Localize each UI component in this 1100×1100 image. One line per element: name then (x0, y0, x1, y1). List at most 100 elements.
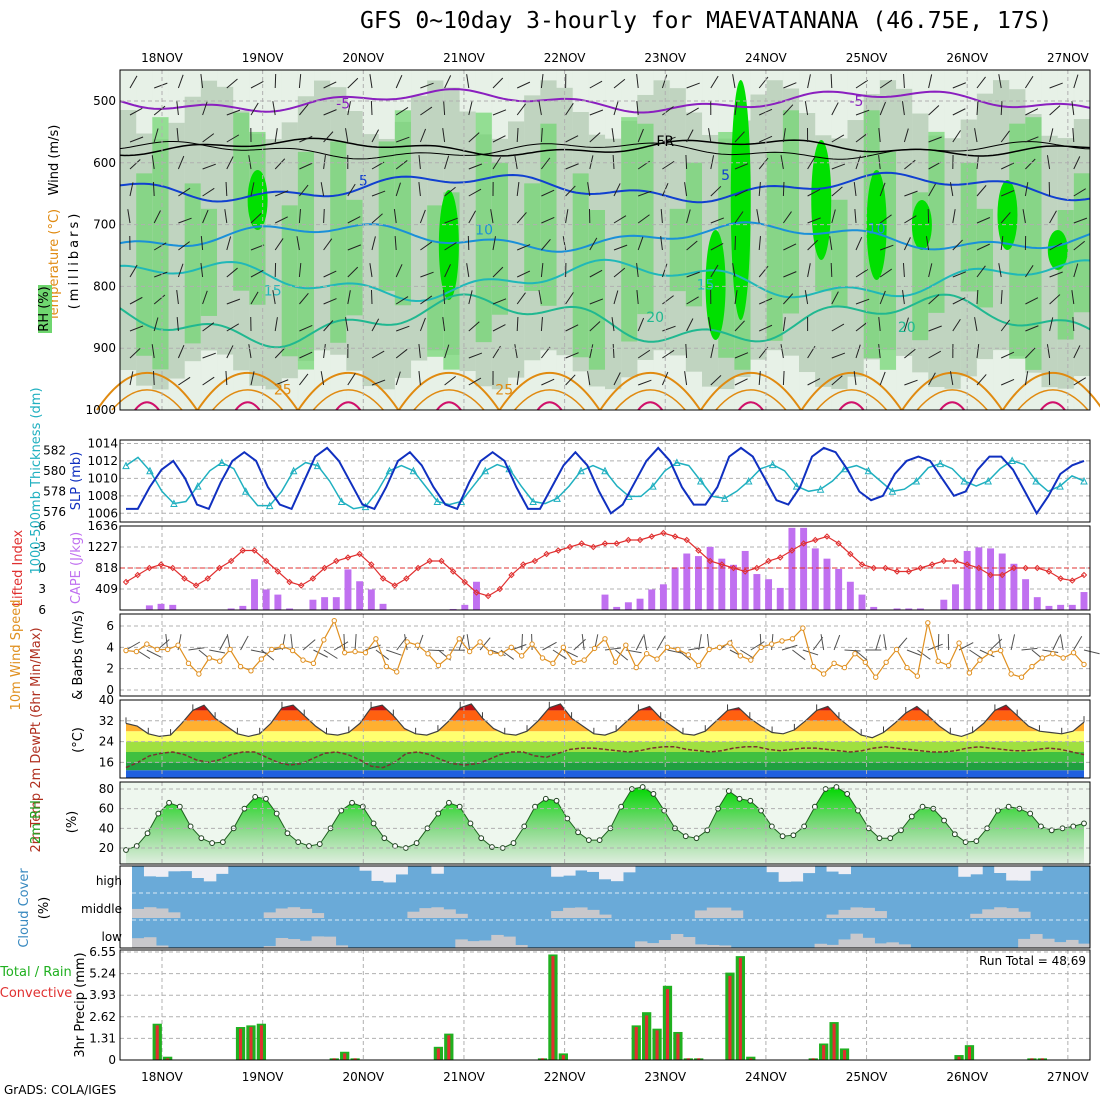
cloud-low-gap (1018, 938, 1031, 948)
wind-barb (275, 379, 289, 386)
wind-barb (831, 291, 839, 305)
panel-frame (119, 525, 1091, 611)
wind-barb (976, 344, 980, 359)
rh-area (126, 787, 1084, 864)
wind-barb (250, 371, 255, 386)
cloud-low-gap (718, 945, 732, 948)
wind-barb (903, 73, 905, 89)
wind-barb (656, 635, 666, 651)
lifted-index-point (940, 557, 948, 565)
wind-barb (395, 107, 409, 116)
rh-band (475, 112, 493, 343)
cloud-middle-gap (167, 912, 181, 918)
wind-barb (226, 345, 234, 359)
wind-barb (1049, 128, 1054, 143)
li-tick-label: -3 (34, 540, 46, 554)
wind-barb (927, 643, 943, 651)
wind-speed-point (883, 659, 889, 665)
wind-barb (274, 347, 286, 359)
isotherm-25 (498, 372, 601, 411)
rh-point (252, 793, 259, 800)
cape-bar (449, 608, 457, 610)
precip-tick-label: 6.55 (89, 945, 116, 959)
wind-barb (883, 634, 887, 651)
wind-speed-point (977, 657, 983, 663)
wind-barb (444, 242, 457, 251)
precip-convective-bar (353, 1058, 357, 1060)
cape-bar (905, 608, 913, 610)
ylabel-temp: 2m Temp 2m DewPt (6hr Min/Max) (29, 627, 44, 852)
wind-barb (830, 262, 833, 278)
cloud-low-gap (850, 933, 863, 948)
wind-barb (1000, 100, 1003, 116)
wind-barb (129, 347, 141, 359)
lifted-index-point (636, 536, 644, 544)
wind-speed-point (654, 656, 660, 662)
cloud-middle-gap (994, 907, 1007, 918)
temp-line (125, 703, 1085, 739)
cloud-middle-gap (874, 911, 887, 918)
wind-barb (662, 136, 676, 143)
wind-speed-point (175, 642, 181, 648)
wind-barb (879, 182, 886, 197)
cloud-middle-gap (155, 908, 169, 918)
wind-barb (395, 348, 408, 359)
wind-barb (637, 317, 645, 332)
wind-barb (782, 211, 792, 224)
rh-band (637, 123, 654, 315)
wind-speed-point (217, 658, 223, 664)
wind-barb (1049, 271, 1063, 278)
wind-barb (635, 635, 644, 651)
cloud-low-gap (1054, 942, 1067, 948)
wind-barb (636, 74, 639, 89)
wind-barb (299, 162, 313, 170)
freezing-line (119, 141, 1091, 160)
wind-barb (562, 236, 567, 251)
wind-barb (611, 128, 615, 143)
isotherm-25 (599, 372, 702, 411)
wind-barb (732, 74, 736, 89)
lifted-index-point (777, 554, 784, 561)
rh-band (976, 208, 994, 308)
cloud-low-gap (479, 940, 492, 948)
cape-bar (624, 602, 632, 610)
wind-barb (443, 290, 446, 305)
wind-barb (831, 352, 846, 359)
ylabel-thickness: 1000-500mb Thickness (dm) (29, 387, 44, 574)
cape-bar (835, 568, 843, 610)
wind-speed-point (675, 646, 681, 653)
cloud-low-gap (898, 944, 911, 948)
thickness-point (146, 466, 154, 475)
cape-bar (274, 594, 282, 610)
wind-speed-point (300, 657, 306, 663)
wind-barb (299, 103, 309, 116)
rh2m-panel: 20 40 60 80 (99, 781, 1091, 865)
lifted-index-point (543, 550, 550, 558)
thickness-point (241, 487, 250, 495)
rh-point (1027, 810, 1034, 817)
cloud-high-gap (802, 866, 816, 874)
wind-barb (901, 101, 905, 116)
ylabel-cloud-units: (%) (37, 897, 52, 920)
x-tick-label-bottom: 21NOV (443, 1070, 485, 1084)
wind-barb (202, 322, 215, 332)
wind-barb (200, 263, 204, 278)
x-tick-label-top: 27NOV (1047, 51, 1089, 65)
wind-barb (902, 262, 905, 278)
rh-point (887, 835, 894, 842)
wind-barb (521, 633, 523, 651)
contour-label: 5 (359, 174, 368, 190)
wind-barb (904, 190, 918, 197)
wind-barb (589, 109, 604, 116)
wind-barb (492, 236, 496, 251)
lifted-index-point (648, 533, 655, 540)
cloud-low-gap (503, 936, 516, 948)
wind-barb (612, 154, 615, 170)
wind-barb (758, 346, 769, 359)
wind-barb (917, 649, 931, 660)
precip-convective-bar (842, 1050, 847, 1060)
thickness-point (936, 459, 945, 468)
wind-barb (468, 132, 480, 143)
wind-speed-point (581, 657, 587, 663)
cape-bar (1022, 579, 1030, 610)
